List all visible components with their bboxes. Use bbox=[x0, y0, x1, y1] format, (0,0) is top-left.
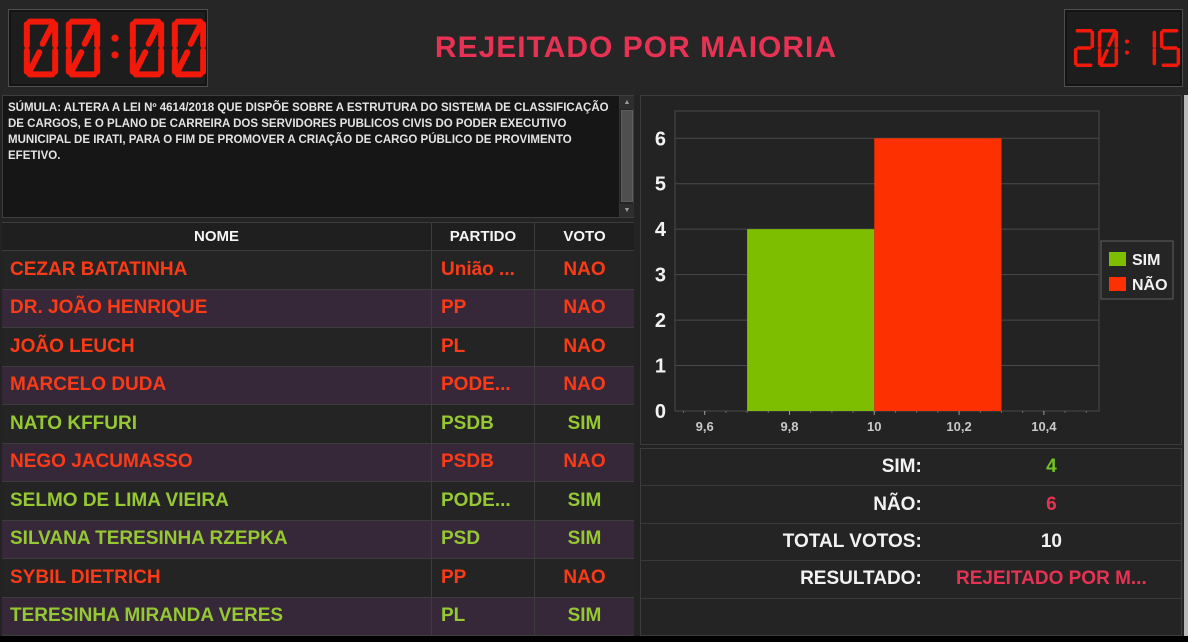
window-scrollbar[interactable] bbox=[1184, 95, 1188, 636]
table-row: NATO KFFURI PSDB SIM bbox=[2, 405, 634, 444]
bottom-edge bbox=[0, 636, 1188, 642]
table-row: TERESINHA MIRANDA VERES PL SIM bbox=[2, 597, 634, 636]
sumula-scrollbar[interactable]: ▲ ▼ bbox=[619, 96, 634, 217]
cell-voto: SIM bbox=[567, 605, 602, 627]
cell-partido: União ... bbox=[432, 251, 535, 289]
votes-table: NOME PARTIDO VOTO CEZAR BATATINHA União .… bbox=[2, 222, 634, 636]
cell-voto: SIM bbox=[567, 528, 602, 550]
summary-value: 10 bbox=[1040, 531, 1062, 553]
y-tick-label: 6 bbox=[655, 128, 666, 150]
table-row: DR. JOÃO HENRIQUE PP NAO bbox=[2, 289, 634, 328]
table-row: NEGO JACUMASSO PSDB NAO bbox=[2, 443, 634, 482]
table-row: JOÃO LEUCH PL NAO bbox=[2, 328, 634, 367]
scrollbar-thumb[interactable] bbox=[621, 110, 633, 202]
summary-rows: SIM: 4 NÃO: 6 TOTAL VOTOS: 10 RESULTADO: REJEIT… bbox=[641, 449, 1181, 635]
cell-partido: PP bbox=[432, 559, 535, 597]
x-tick-label: 9,8 bbox=[780, 419, 798, 434]
table-body: CEZAR BATATINHA União ... NAO DR. JOÃO HENR… bbox=[2, 251, 634, 636]
cell-partido: PSD bbox=[432, 520, 535, 558]
header-partido: PARTIDO bbox=[432, 223, 535, 250]
cell-partido: PL bbox=[432, 328, 535, 366]
legend-swatch-NÃO bbox=[1109, 277, 1126, 291]
table-row: SELMO DE LIMA VIEIRA PODE... SIM bbox=[2, 482, 634, 521]
x-tick-label: 9,6 bbox=[696, 419, 714, 434]
cell-voto: NAO bbox=[563, 297, 606, 319]
wall-clock bbox=[1064, 8, 1183, 87]
cell-nome: MARCELO DUDA bbox=[2, 366, 432, 404]
summary-label: TOTAL VOTOS: bbox=[782, 531, 922, 553]
table-row: CEZAR BATATINHA União ... NAO bbox=[2, 251, 634, 290]
bar-NÃO bbox=[874, 138, 1002, 411]
cell-nome: CEZAR BATATINHA bbox=[2, 251, 432, 289]
cell-voto: NAO bbox=[563, 451, 606, 473]
table-row: MARCELO DUDA PODE... NAO bbox=[2, 366, 634, 405]
cell-nome: NATO KFFURI bbox=[2, 405, 432, 443]
cell-voto: SIM bbox=[567, 489, 602, 511]
summary-value: REJEITADO POR M... bbox=[956, 568, 1147, 590]
table-row: SYBIL DIETRICH PP NAO bbox=[2, 559, 634, 598]
cell-nome: SILVANA TERESINHA RZEPKA bbox=[2, 520, 432, 558]
y-tick-label: 0 bbox=[655, 401, 666, 423]
bar-SIM bbox=[747, 229, 875, 411]
summary-row: SIM: 4 bbox=[641, 449, 1181, 487]
left-column: SÚMULA: ALTERA A LEI Nº 4614/2018 QUE DI… bbox=[0, 95, 634, 636]
cell-partido: PODE... bbox=[432, 482, 535, 520]
cell-voto: SIM bbox=[567, 412, 602, 434]
summary-row: TOTAL VOTOS: 10 bbox=[641, 524, 1181, 562]
votes-chart-svg: 0 1 2 3 4 5 6 9,6 9,8 10 10,2 10,4 SIM NÃO bbox=[655, 110, 1174, 434]
x-tick-label: 10,2 bbox=[946, 419, 971, 434]
cell-nome: NEGO JACUMASSO bbox=[2, 443, 432, 481]
main-area: SÚMULA: ALTERA A LEI Nº 4614/2018 QUE DI… bbox=[0, 95, 1188, 636]
y-tick-label: 3 bbox=[655, 265, 666, 287]
votes-chart: 0 1 2 3 4 5 6 9,6 9,8 10 10,2 10,4 SIM NÃO bbox=[640, 95, 1182, 445]
scroll-up-icon[interactable]: ▲ bbox=[620, 96, 634, 109]
cell-partido: PSDB bbox=[432, 405, 535, 443]
summary-row: NÃO: 6 bbox=[641, 486, 1181, 524]
y-tick-label: 5 bbox=[655, 174, 666, 196]
cell-partido: PL bbox=[432, 597, 535, 635]
table-header-row: NOME PARTIDO VOTO bbox=[2, 223, 634, 251]
wall-clock-digits bbox=[1073, 28, 1181, 67]
summary-row: RESULTADO: REJEITADO POR M... bbox=[641, 561, 1181, 599]
summary-value: 4 bbox=[1046, 456, 1057, 478]
cell-voto: NAO bbox=[563, 258, 606, 280]
top-bar: REJEITADO POR MAIORIA bbox=[0, 0, 1188, 95]
summary-label: NÃO: bbox=[873, 493, 922, 515]
x-tick-label: 10,4 bbox=[1031, 419, 1057, 434]
scroll-down-icon[interactable]: ▼ bbox=[620, 204, 634, 217]
session-timer bbox=[8, 8, 208, 87]
cell-nome: TERESINHA MIRANDA VERES bbox=[2, 597, 432, 635]
table-row: SILVANA TERESINHA RZEPKA PSD SIM bbox=[2, 520, 634, 559]
y-tick-label: 1 bbox=[655, 356, 666, 378]
x-tick-label: 10 bbox=[867, 419, 881, 434]
sumula-text: SÚMULA: ALTERA A LEI Nº 4614/2018 QUE DI… bbox=[8, 102, 609, 163]
cell-nome: JOÃO LEUCH bbox=[2, 328, 432, 366]
summary-label: SIM: bbox=[881, 456, 922, 478]
legend-label: SIM bbox=[1132, 252, 1160, 269]
y-tick-label: 4 bbox=[655, 219, 667, 241]
cell-nome: DR. JOÃO HENRIQUE bbox=[2, 289, 432, 327]
legend-label: NÃO bbox=[1132, 274, 1168, 294]
summary-row bbox=[641, 599, 1181, 635]
summary-label: RESULTADO: bbox=[800, 568, 922, 590]
session-timer-digits bbox=[23, 18, 206, 77]
result-banner: REJEITADO POR MAIORIA bbox=[434, 30, 838, 64]
cell-voto: NAO bbox=[563, 374, 606, 396]
y-tick-label: 2 bbox=[655, 310, 666, 332]
header-voto: VOTO bbox=[563, 228, 606, 245]
cell-partido: PSDB bbox=[432, 443, 535, 481]
cell-partido: PP bbox=[432, 289, 535, 327]
cell-nome: SYBIL DIETRICH bbox=[2, 559, 432, 597]
summary-value: 6 bbox=[1046, 493, 1057, 515]
header-nome: NOME bbox=[2, 223, 432, 250]
cell-nome: SELMO DE LIMA VIEIRA bbox=[2, 482, 432, 520]
summary-panel: SIM: 4 NÃO: 6 TOTAL VOTOS: 10 RESULTADO: REJEIT… bbox=[640, 448, 1182, 636]
legend-swatch-SIM bbox=[1109, 252, 1126, 266]
cell-voto: NAO bbox=[563, 566, 606, 588]
right-column: 0 1 2 3 4 5 6 9,6 9,8 10 10,2 10,4 SIM NÃO SIM: 4 NÃO: 6… bbox=[640, 95, 1188, 636]
sumula-textbox[interactable]: SÚMULA: ALTERA A LEI Nº 4614/2018 QUE DI… bbox=[2, 95, 634, 218]
cell-voto: NAO bbox=[563, 335, 606, 357]
cell-partido: PODE... bbox=[432, 366, 535, 404]
